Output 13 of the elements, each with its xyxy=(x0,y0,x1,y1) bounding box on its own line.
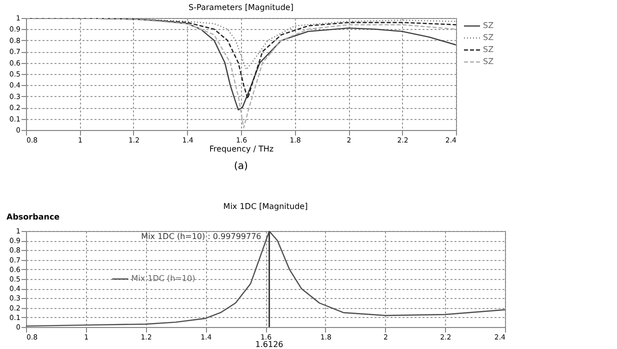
chart-title: S-Parameters [Magnitude] xyxy=(188,3,294,12)
legend-label: SZ xyxy=(483,45,494,54)
ref-line-label: 1.6126 xyxy=(255,340,284,349)
legend-label: SZ xyxy=(483,21,494,30)
line-series xyxy=(26,18,456,128)
y-axis-title: Absorbance xyxy=(6,212,60,222)
annotation: Mix 1DC (h=10) : 0.99799776 xyxy=(141,232,262,242)
legend-label: Mix 1DC (h=10) xyxy=(131,274,196,283)
legend-label: SZ xyxy=(483,33,494,42)
x-axis-title: Frequency / THz xyxy=(209,144,274,154)
chart-title: Mix 1DC [Magnitude] xyxy=(223,202,308,211)
legend-label: SZ xyxy=(483,57,494,66)
text: (a) xyxy=(234,161,248,172)
